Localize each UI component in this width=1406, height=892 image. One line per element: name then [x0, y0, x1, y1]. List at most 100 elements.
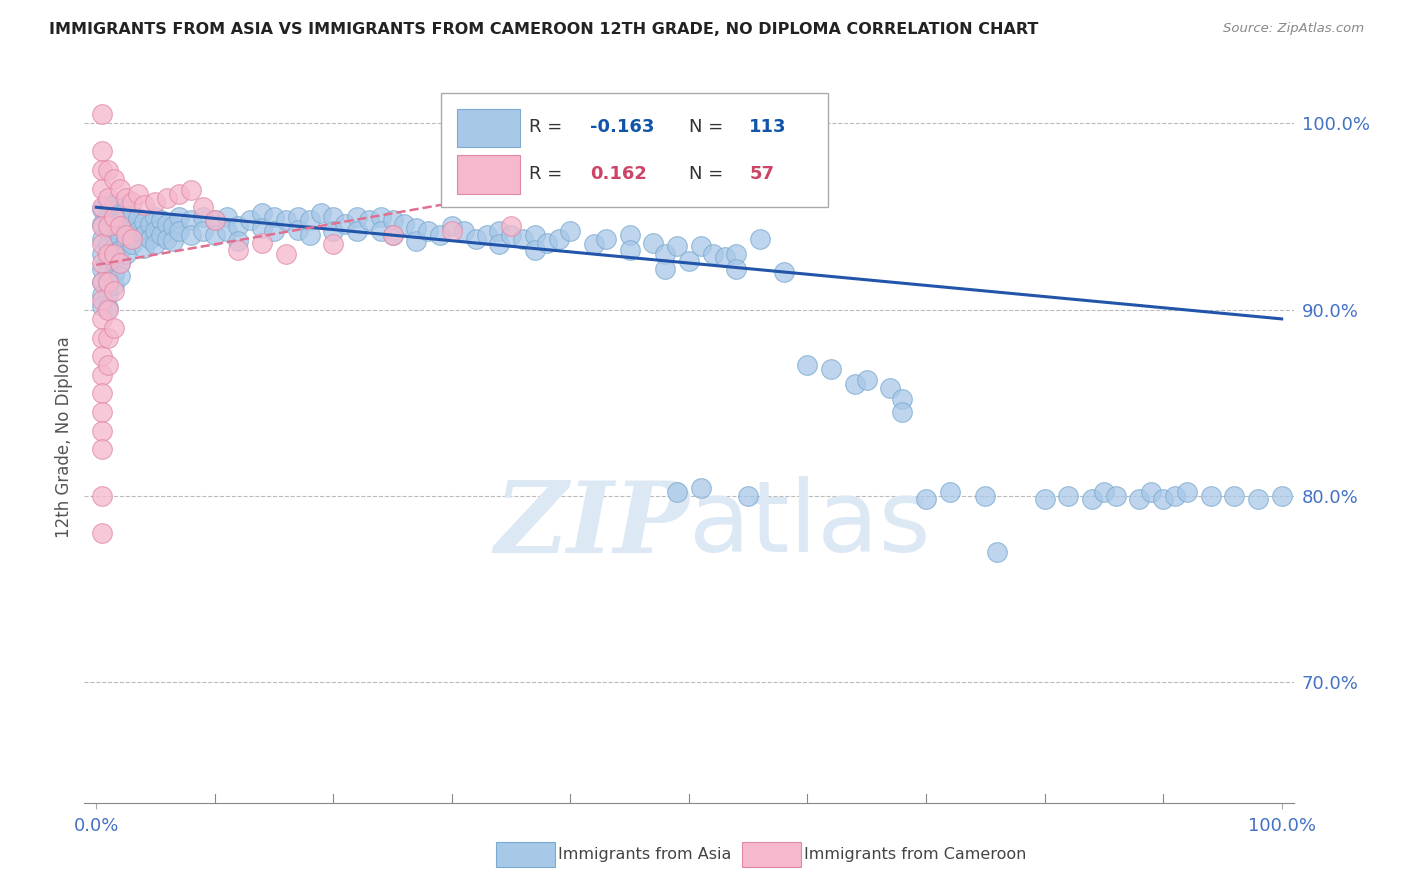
Point [91, 312, 114, 326]
Point [108, 200, 131, 214]
Point [394, 217, 416, 231]
Point [162, 219, 184, 233]
Point [689, 239, 711, 253]
Point [346, 224, 368, 238]
Point [405, 234, 427, 248]
Point [1164, 489, 1187, 503]
Point [91, 261, 114, 276]
Point [204, 228, 226, 243]
Point [1175, 485, 1198, 500]
Point [180, 213, 202, 227]
Point [689, 481, 711, 495]
Point [1223, 489, 1246, 503]
Point [97, 191, 120, 205]
Point [239, 213, 262, 227]
Point [1247, 492, 1270, 507]
Point [115, 219, 138, 233]
Point [91, 145, 114, 159]
Point [654, 261, 676, 276]
Point [97, 330, 120, 344]
Point [103, 254, 125, 268]
Point [156, 191, 179, 205]
Point [108, 215, 131, 229]
Point [121, 237, 143, 252]
Point [477, 228, 499, 243]
Point [191, 224, 214, 238]
Y-axis label: 12th Grade, No Diploma: 12th Grade, No Diploma [55, 336, 73, 538]
Point [287, 210, 309, 224]
Point [357, 213, 380, 227]
Point [103, 246, 125, 260]
FancyBboxPatch shape [441, 94, 828, 207]
Point [145, 194, 167, 209]
Point [91, 368, 114, 382]
Point [725, 246, 748, 260]
Point [346, 210, 368, 224]
Point [103, 198, 125, 212]
Point [91, 489, 114, 503]
Point [103, 321, 125, 335]
Point [298, 213, 321, 227]
Point [820, 362, 842, 376]
Point [228, 234, 250, 248]
Point [370, 210, 392, 224]
Point [108, 256, 131, 270]
Point [666, 239, 689, 253]
Point [974, 489, 997, 503]
Point [381, 213, 404, 227]
Point [666, 485, 689, 500]
Point [91, 525, 114, 540]
Point [115, 203, 138, 218]
Point [381, 228, 404, 243]
Point [228, 243, 250, 257]
Point [228, 219, 250, 233]
Point [643, 235, 665, 250]
Point [855, 373, 877, 387]
Point [150, 213, 173, 227]
Point [91, 217, 114, 231]
Point [619, 228, 641, 243]
Point [121, 232, 143, 246]
Point [844, 377, 866, 392]
Point [512, 232, 534, 246]
Point [654, 246, 676, 260]
Point [138, 232, 160, 246]
Point [97, 359, 120, 373]
Point [91, 442, 114, 457]
Point [263, 224, 285, 238]
Point [1140, 485, 1163, 500]
Point [145, 224, 167, 238]
Point [311, 206, 333, 220]
Point [1199, 489, 1222, 503]
Text: 0.162: 0.162 [589, 165, 647, 183]
Text: N =: N = [689, 118, 723, 136]
Point [287, 222, 309, 236]
Point [97, 219, 120, 233]
Point [115, 228, 138, 243]
Point [97, 301, 120, 315]
Point [91, 424, 114, 438]
Point [1105, 489, 1128, 503]
Point [250, 235, 273, 250]
Point [91, 275, 114, 289]
Point [1057, 489, 1080, 503]
Point [1152, 492, 1174, 507]
Text: ZIP: ZIP [494, 476, 689, 573]
Point [583, 237, 606, 252]
Point [91, 237, 114, 252]
Point [488, 237, 510, 252]
Point [167, 210, 190, 224]
Point [97, 163, 120, 178]
Point [97, 210, 120, 224]
Text: atlas: atlas [689, 476, 931, 574]
Point [132, 241, 155, 255]
Point [145, 210, 167, 224]
Text: Source: ZipAtlas.com: Source: ZipAtlas.com [1223, 22, 1364, 36]
Point [97, 246, 120, 260]
Point [91, 330, 114, 344]
Point [138, 217, 160, 231]
Point [91, 232, 114, 246]
Point [333, 217, 356, 231]
Point [108, 219, 131, 233]
Point [91, 349, 114, 363]
